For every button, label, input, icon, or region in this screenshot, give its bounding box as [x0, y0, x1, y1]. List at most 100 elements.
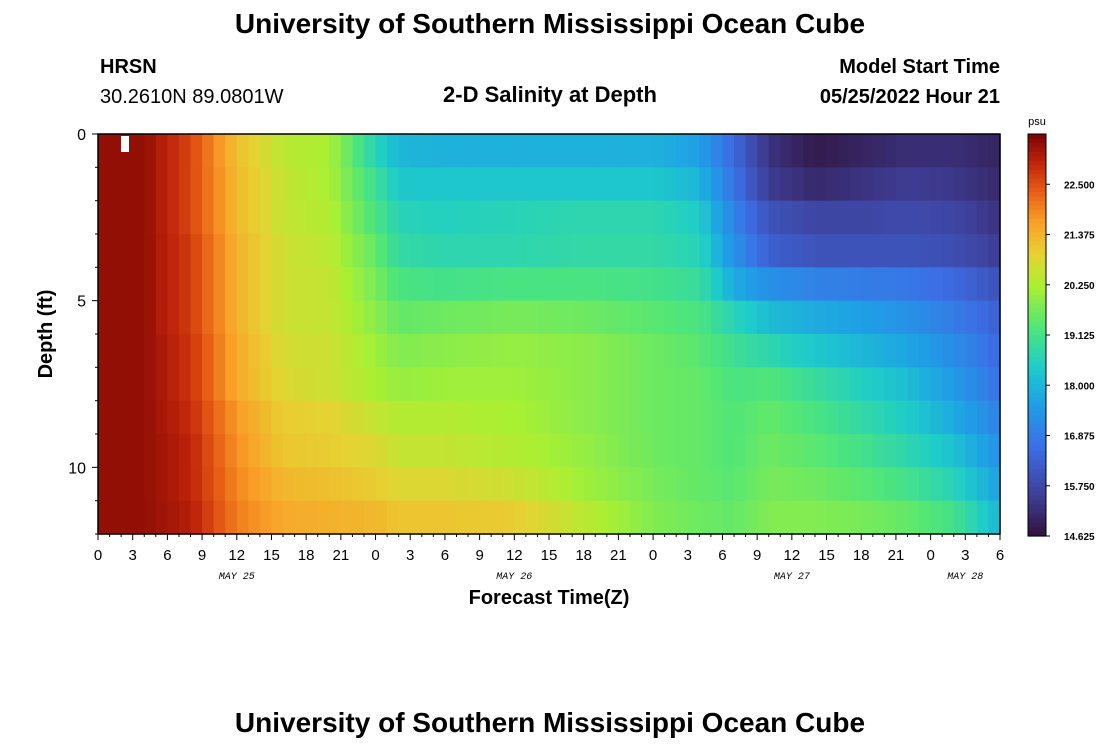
heatmap-cell [398, 267, 411, 302]
heatmap-cell [202, 367, 215, 402]
heatmap-cell [572, 367, 585, 402]
heatmap-cell [838, 434, 851, 468]
heatmap-cell [606, 234, 619, 268]
heatmap-cell [942, 400, 955, 435]
heatmap-cell [618, 134, 631, 168]
colorbar-swatch [1028, 522, 1046, 528]
heatmap-cell [942, 367, 955, 402]
colorbar-swatch [1028, 410, 1046, 416]
heatmap-cell [583, 200, 596, 235]
heatmap-cell [699, 200, 712, 235]
heatmap-cell [595, 500, 608, 535]
heatmap-cell [294, 500, 307, 535]
heatmap-cell [329, 400, 342, 435]
heatmap-cell [236, 300, 249, 335]
colorbar-tick-label: 15.750 [1064, 482, 1095, 493]
station-name: HRSN [100, 56, 157, 78]
heatmap-cell [861, 267, 874, 302]
heatmap-cell [514, 167, 527, 202]
colorbar-swatch [1028, 375, 1046, 381]
heatmap-cell [525, 400, 539, 435]
heatmap-cell [549, 167, 562, 202]
heatmap-cell [444, 434, 458, 468]
colorbar-swatch [1028, 156, 1046, 162]
heatmap-cell [444, 400, 458, 435]
heatmap-cell [699, 500, 712, 535]
heatmap-cell [479, 134, 492, 168]
heatmap-cell [919, 367, 932, 402]
heatmap-cell [780, 267, 793, 302]
model-start-value: 05/25/2022 Hour 21 [819, 86, 1000, 108]
heatmap-cell [676, 434, 689, 468]
heatmap-cell [907, 200, 920, 235]
colorbar-swatch [1028, 272, 1046, 278]
heatmap-cell [433, 434, 446, 468]
heatmap-cell [814, 434, 828, 468]
heatmap-cell [248, 334, 261, 368]
y-axis: 0 5 10 [68, 127, 98, 535]
colorbar-swatch [1028, 437, 1046, 443]
heatmap-cell [653, 134, 666, 168]
heatmap-cell [549, 434, 562, 468]
heatmap-cell [294, 434, 307, 468]
colorbar-swatch [1028, 259, 1046, 265]
heatmap-cell [479, 467, 492, 502]
heatmap-cell [491, 134, 504, 168]
heatmap-cell [98, 500, 111, 535]
heatmap-cell [202, 500, 215, 535]
heatmap-cell [838, 234, 851, 268]
heatmap-cell [410, 367, 423, 402]
heatmap-cell [745, 434, 758, 468]
heatmap-cell [537, 267, 550, 302]
heatmap-cell [525, 200, 539, 235]
heatmap-cell [444, 300, 458, 335]
heatmap-cell [259, 234, 273, 268]
heatmap-cell [236, 500, 249, 535]
colorbar-swatch [1028, 241, 1046, 247]
heatmap-cell [838, 200, 851, 235]
heatmap-cell [826, 300, 839, 335]
heatmap-cell [132, 334, 145, 368]
heatmap-cell [861, 167, 874, 202]
heatmap-cell [907, 467, 920, 502]
heatmap-cell [202, 200, 215, 235]
heatmap-cell [340, 467, 354, 502]
heatmap-cell [722, 334, 735, 368]
x-date-label: MAY 25 [219, 572, 255, 583]
heatmap-cell [560, 367, 573, 402]
colorbar-swatch [1028, 312, 1046, 318]
heatmap-cell [98, 200, 111, 235]
heatmap-cell [109, 167, 122, 202]
heatmap-cell [745, 500, 758, 535]
heatmap-cell [144, 434, 157, 468]
heatmap-cell [734, 334, 747, 368]
heatmap-cell [329, 234, 342, 268]
heatmap-cell [178, 134, 192, 168]
heatmap-cell [352, 200, 365, 235]
heatmap-cell [687, 167, 700, 202]
heatmap-cell [606, 167, 619, 202]
x-tick-label: 9 [753, 547, 761, 564]
heatmap-cell [919, 434, 932, 468]
heatmap-cell [444, 267, 458, 302]
heatmap-cell [780, 367, 793, 402]
heatmap-cell [572, 200, 585, 235]
heatmap-cell [271, 334, 284, 368]
heatmap-cell [560, 334, 573, 368]
x-tick-label: 12 [228, 547, 245, 564]
heatmap-cell [121, 500, 134, 535]
heatmap-cell [167, 200, 180, 235]
heatmap-cell [225, 167, 238, 202]
colorbar-swatch [1028, 214, 1046, 220]
heatmap-cell [248, 267, 261, 302]
heatmap-cell [468, 367, 481, 402]
heatmap-cell [225, 434, 238, 468]
heatmap-cell [849, 334, 862, 368]
heatmap-cell [583, 334, 596, 368]
x-tick-label: 12 [506, 547, 523, 564]
colorbar-swatch [1028, 402, 1046, 408]
heatmap-cell [676, 400, 689, 435]
heatmap-cell [525, 500, 539, 535]
colorbar-swatch [1028, 419, 1046, 425]
heatmap-cell [884, 134, 897, 168]
